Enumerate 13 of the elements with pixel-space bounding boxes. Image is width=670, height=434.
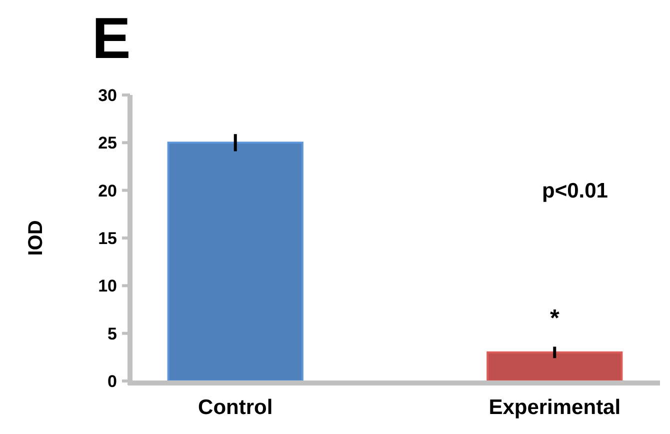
x-tick-label: Control: [198, 396, 273, 419]
annotation: *: [550, 304, 560, 332]
y-tick-label: 25: [98, 134, 117, 153]
y-tick-label: 15: [98, 228, 117, 248]
y-tick-label: 30: [98, 86, 117, 105]
y-tick-label: 0: [108, 372, 117, 391]
x-tick-label: Experimental: [488, 396, 621, 419]
y-tick-label: 10: [98, 276, 117, 296]
chart-title: E: [92, 6, 131, 71]
y-tick-label: 20: [98, 181, 117, 200]
y-tick-label: 5: [108, 324, 117, 344]
annotation: p<0.01: [542, 180, 608, 203]
y-axis-title: IOD: [25, 220, 47, 256]
